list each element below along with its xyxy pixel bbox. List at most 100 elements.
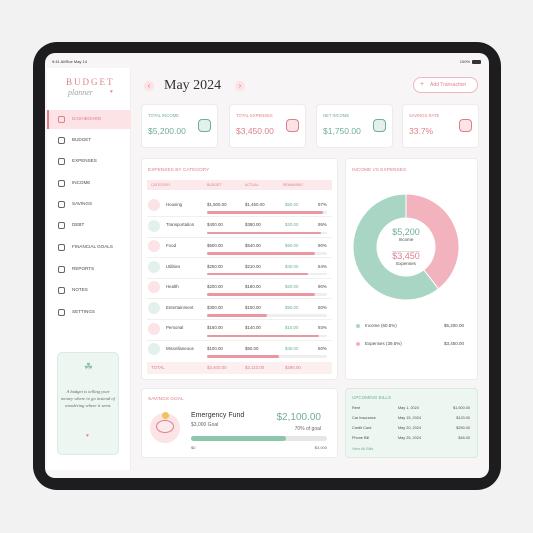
budget-cell: $250.00 <box>207 263 223 269</box>
category-icon <box>148 199 160 211</box>
progress-label: 90% <box>318 243 327 248</box>
month-nav-button[interactable]: › <box>235 81 245 91</box>
progress-label: 90% <box>318 284 327 290</box>
row-divider <box>147 236 332 238</box>
category-name: Health <box>166 284 179 290</box>
center-amount: $5,200 <box>392 226 420 237</box>
donut-card <box>345 158 478 380</box>
bill-name: Phone Bill <box>352 435 370 440</box>
add-transaction-button[interactable] <box>413 77 478 93</box>
remaining-cell: $40.00 <box>285 263 299 269</box>
progress-label: 93% <box>318 325 327 331</box>
row-divider <box>147 216 332 217</box>
category-name: Personal <box>166 325 184 331</box>
logo-bottom: planner <box>68 88 93 97</box>
progress-label: 95% <box>318 222 327 228</box>
actual-cell: $210.00 <box>245 263 261 269</box>
column-header: ACTUAL <box>245 182 259 187</box>
budget-cell: $600.00 <box>207 243 223 248</box>
goal-target: $3,000 Goal <box>191 421 219 428</box>
view-all-bills[interactable]: View All Bills <box>352 447 374 452</box>
nav-item[interactable]: EXPENSES <box>72 157 97 163</box>
actual-cell: $180.00 <box>245 284 261 290</box>
progress-fill <box>207 252 315 255</box>
nav-item[interactable]: INCOME <box>72 179 91 185</box>
nav-item[interactable]: DEBT <box>72 221 85 227</box>
stat-value: $3,450.00 <box>236 125 274 136</box>
status-battery: 100% <box>459 59 470 64</box>
actual-cell: $140.00 <box>245 325 261 331</box>
nav-item[interactable]: SETTINGS <box>72 308 95 314</box>
center-label: Income <box>398 237 414 242</box>
progress-fill <box>207 334 319 338</box>
progress-track <box>207 314 327 317</box>
progress-label: 60% <box>318 346 327 351</box>
table-header <box>147 180 332 190</box>
nav-item[interactable]: REPORTS <box>72 265 95 271</box>
progress-fill <box>207 355 279 358</box>
remaining-cell: $20.00 <box>285 284 299 290</box>
stat-value: $5,200.00 <box>148 125 186 136</box>
bill-amount: $1,500.00 <box>453 406 470 411</box>
budget-cell: $100.00 <box>207 346 223 351</box>
category-name: Entertainment <box>166 304 194 310</box>
center-amount: $3,450 <box>392 250 420 261</box>
nav-icon <box>58 200 65 208</box>
stat-card <box>402 104 479 148</box>
coin-icon <box>162 412 169 419</box>
total-actual: $3,110.00 <box>245 364 265 370</box>
remaining-cell: $50.00 <box>285 304 299 310</box>
progress-fill <box>207 211 324 214</box>
remaining-cell: $20.00 <box>285 222 299 228</box>
budget-cell: $400.00 <box>207 222 223 228</box>
nav-icon <box>58 308 65 316</box>
progress-label: 50% <box>318 304 327 310</box>
remaining-cell: $50.00 <box>285 201 299 207</box>
actual-cell: $60.00 <box>245 346 259 351</box>
nav-item[interactable]: SAVINGS <box>72 200 93 206</box>
remaining-cell: $10.00 <box>285 325 299 331</box>
quote-plant: ☘ <box>84 362 93 373</box>
category-icon <box>148 322 160 335</box>
quote-heart: ♥ <box>86 433 89 439</box>
bills-card <box>345 388 478 458</box>
total-label: TOTAL <box>151 364 165 370</box>
category-name: Housing <box>166 201 183 207</box>
budget-cell: $150.00 <box>207 325 223 331</box>
nav-item[interactable]: BUDGET <box>72 136 92 142</box>
actual-cell: $1,450.00 <box>245 201 265 207</box>
bill-name: Credit Card <box>352 425 372 430</box>
bill-name: Rent <box>352 406 361 411</box>
legend-dot <box>356 324 360 328</box>
goal-axis-start: $0 <box>191 445 196 450</box>
bill-date: May 1, 2024 <box>398 406 419 411</box>
month-title: May 2024 <box>164 78 222 93</box>
goal-name: Emergency Fund <box>191 411 245 419</box>
stat-value: $1,750.00 <box>323 125 361 136</box>
savings-title: SAVINGS GOAL <box>148 396 184 402</box>
legend-amount: $5,200.00 <box>443 322 464 328</box>
quote-card <box>57 352 119 455</box>
column-header: REMAINING <box>283 182 303 187</box>
expenses-card <box>141 158 338 380</box>
progress-fill <box>207 231 321 235</box>
nav-item[interactable]: DASHBOARD <box>72 115 102 121</box>
nav-item[interactable]: FINANCIAL GOALS <box>72 243 113 249</box>
piggy-icon <box>156 420 174 433</box>
category-icon <box>148 219 160 232</box>
category-name: Miscellaneous <box>166 346 194 351</box>
category-icon <box>148 240 160 253</box>
remaining-cell: $60.00 <box>285 243 299 248</box>
donut-title: INCOME VS EXPENSES <box>352 167 407 173</box>
bill-amount: $45.00 <box>458 435 470 440</box>
center-divider <box>392 251 420 252</box>
legend-label: Income (60.5%) <box>365 322 397 328</box>
nav-item[interactable]: NOTES <box>72 286 88 292</box>
remaining-cell: $40.00 <box>285 346 299 351</box>
total-row <box>147 362 332 374</box>
month-nav-button[interactable]: ‹ <box>144 81 154 91</box>
category-icon <box>148 343 160 356</box>
goal-fill <box>191 436 287 441</box>
stat-icon <box>459 119 472 132</box>
